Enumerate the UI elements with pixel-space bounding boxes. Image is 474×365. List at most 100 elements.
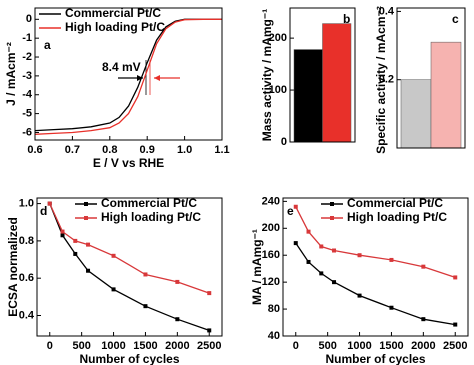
point: [175, 317, 180, 322]
y-tick-label: -6: [22, 126, 32, 138]
y-tick-label: -1: [22, 32, 32, 44]
x-tick-label: 2000: [411, 340, 435, 352]
series-line: [49, 203, 210, 332]
point: [319, 244, 324, 249]
legend-label: Commercial Pt/C: [65, 6, 161, 20]
x-tick-label: 0.6: [27, 144, 42, 156]
x-tick-label: 0.8: [102, 144, 117, 156]
point: [60, 229, 65, 234]
y-tick-label: 0.4: [379, 5, 395, 17]
x-axis-label: Number of cycles: [79, 352, 179, 365]
arrow-head: [137, 75, 143, 81]
bar: [430, 41, 462, 149]
x-tick-label: 0.9: [140, 144, 155, 156]
x-axis-label: Number of cycles: [325, 352, 425, 365]
x-tick-label: 2500: [197, 340, 221, 352]
legend-label: High loading Pt/C: [347, 210, 447, 224]
plot-frame: [282, 197, 469, 337]
y-axis-label: J / mAcm⁻²: [4, 42, 18, 106]
x-tick-label: 500: [72, 340, 90, 352]
panel-label: c: [452, 12, 459, 26]
point: [389, 257, 394, 262]
y-tick-label: 0: [281, 136, 287, 148]
point: [319, 271, 324, 276]
annotation: 8.4 mV: [102, 60, 141, 74]
y-tick-label: -3: [22, 70, 32, 82]
y-axis-label: Specific activity / mAcm⁻²: [374, 6, 388, 154]
panel-label: e: [287, 204, 294, 218]
point: [73, 238, 78, 243]
plot-frame: [34, 7, 223, 141]
point: [453, 322, 458, 327]
y-axis-label: MA / mAmg⁻¹: [250, 229, 264, 305]
y-tick-label: 80: [268, 303, 280, 315]
point: [111, 287, 116, 292]
y-tick-label: 240: [262, 195, 280, 207]
x-axis-label: E / V vs RHE: [93, 156, 164, 170]
x-tick-label: 500: [318, 340, 336, 352]
series-line: [49, 203, 210, 294]
y-axis-label: ECSA normalized: [6, 217, 20, 317]
y-tick-label: 0.8: [19, 235, 34, 247]
point: [421, 317, 426, 322]
x-tick-label: 1.0: [177, 144, 192, 156]
point: [207, 291, 212, 296]
arrow-head: [154, 75, 160, 81]
point: [111, 253, 116, 258]
point: [453, 275, 458, 280]
x-tick-label: 1500: [379, 340, 403, 352]
x-tick-label: 2000: [165, 340, 189, 352]
bar: [322, 23, 352, 143]
point: [389, 305, 394, 310]
point: [47, 201, 52, 206]
legend-marker: [84, 216, 88, 220]
y-tick-label: 0.4: [19, 309, 35, 321]
legend-label: High loading Pt/C: [101, 210, 201, 224]
y-tick-label: 1.0: [19, 198, 34, 210]
legend-label: Commercial Pt/C: [347, 196, 443, 210]
y-tick-label: 100: [269, 84, 287, 96]
point: [60, 233, 65, 238]
point: [175, 279, 180, 284]
y-tick-label: 120: [262, 276, 280, 288]
panel-label: b: [343, 12, 350, 26]
x-tick-label: 1000: [347, 340, 371, 352]
point: [86, 242, 91, 247]
y-tick-label: 0.6: [19, 272, 34, 284]
legend-marker: [330, 202, 334, 206]
panel-label: a: [44, 38, 51, 52]
y-axis-label: Mass activity / mAmg⁻¹: [260, 9, 274, 141]
point: [357, 293, 362, 298]
y-tick-label: 0: [26, 13, 32, 25]
point: [293, 241, 298, 246]
plot-frame: [36, 197, 223, 337]
y-tick-label: -5: [22, 108, 32, 120]
y-tick-label: 200: [269, 32, 287, 44]
legend-label: High loading Pt/C: [65, 20, 165, 34]
y-tick-label: -4: [22, 89, 33, 101]
series-line: [34, 18, 222, 135]
y-tick-label: 200: [262, 222, 280, 234]
point: [306, 229, 311, 234]
x-tick-label: 2500: [443, 340, 467, 352]
legend-marker: [84, 202, 88, 206]
y-tick-label: 40: [268, 330, 280, 342]
point: [293, 204, 298, 209]
x-tick-label: 0: [293, 340, 299, 352]
point: [332, 280, 337, 285]
panel-label: d: [40, 204, 47, 218]
point: [143, 272, 148, 277]
y-tick-label: 160: [262, 249, 280, 261]
point: [357, 253, 362, 258]
plot-frame: [289, 7, 356, 143]
x-tick-label: 0: [47, 340, 53, 352]
bar: [400, 79, 432, 149]
x-tick-label: 1.1: [214, 144, 229, 156]
point: [143, 304, 148, 309]
series-line: [295, 242, 456, 326]
x-tick-label: 1000: [101, 340, 125, 352]
point: [306, 259, 311, 264]
point: [207, 328, 212, 333]
y-tick-label: 0.2: [379, 74, 394, 86]
